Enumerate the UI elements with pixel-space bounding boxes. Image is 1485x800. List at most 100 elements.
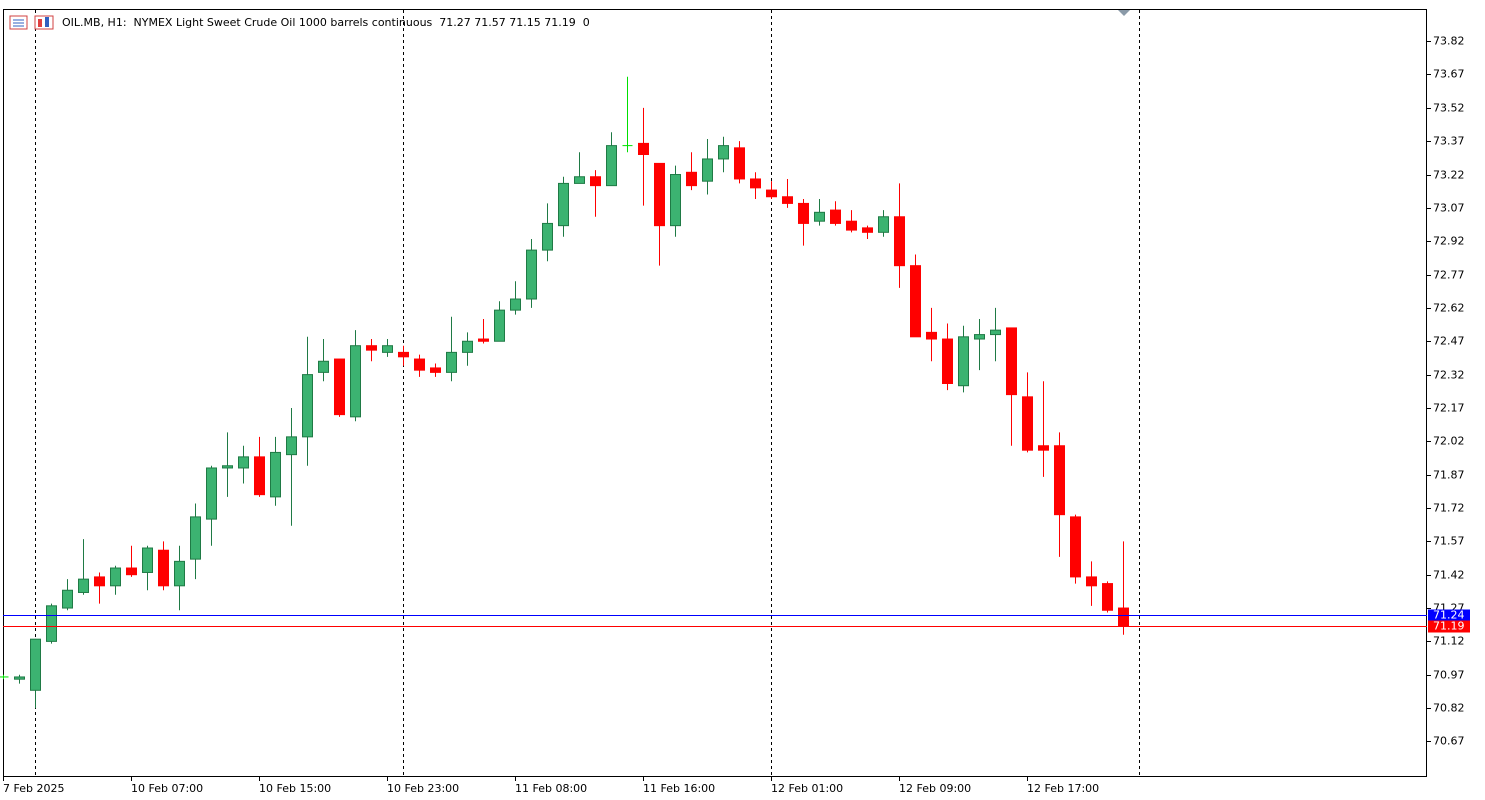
candle-body xyxy=(158,549,169,587)
candle-body xyxy=(734,147,745,180)
icon[interactable] xyxy=(34,15,54,30)
y-tick-label: 72.17 xyxy=(1433,402,1465,415)
candle-body xyxy=(526,249,537,300)
candle-body xyxy=(286,436,297,456)
y-tick-label: 72.47 xyxy=(1433,335,1465,348)
ask-label: 71.24 xyxy=(1433,609,1465,622)
x-tick-label: 12 Feb 17:00 xyxy=(1027,782,1099,795)
y-tick-label: 70.82 xyxy=(1433,702,1465,715)
shift-marker[interactable] xyxy=(1118,10,1130,16)
candle-body xyxy=(62,589,73,609)
candle-body xyxy=(590,176,601,187)
candle-body xyxy=(366,345,377,351)
candle-body xyxy=(174,560,185,587)
candle-body xyxy=(478,338,489,342)
candle-body xyxy=(462,340,473,353)
candle-body xyxy=(958,336,969,387)
candle-body xyxy=(398,351,409,358)
candle-body xyxy=(1118,607,1129,627)
candle-body xyxy=(718,145,729,160)
axes: 70.6770.8270.9771.1271.2771.4271.5771.72… xyxy=(3,35,1470,795)
candle-body xyxy=(926,331,937,340)
candle-body xyxy=(206,467,217,520)
x-tick-label: 11 Feb 16:00 xyxy=(643,782,715,795)
candle-body xyxy=(430,367,441,373)
candle-body xyxy=(782,196,793,204)
candle-body xyxy=(1022,396,1033,451)
candles xyxy=(0,76,1129,709)
candle-body xyxy=(78,578,89,593)
candle-body xyxy=(126,567,137,576)
candle-body xyxy=(910,265,921,338)
candle-body xyxy=(110,567,121,587)
y-tick-label: 73.07 xyxy=(1433,202,1465,215)
y-tick-label: 71.42 xyxy=(1433,569,1465,582)
candle-body xyxy=(798,202,809,224)
candle-body xyxy=(1102,583,1113,611)
candle-body xyxy=(318,360,329,373)
x-tick-label: 10 Feb 23:00 xyxy=(387,782,459,795)
candle-body xyxy=(270,451,281,498)
candle-body xyxy=(334,358,345,416)
x-tick-label: 11 Feb 08:00 xyxy=(515,782,587,795)
x-tick-label: 7 Feb 2025 xyxy=(3,782,64,795)
candle-body xyxy=(1038,445,1049,451)
y-tick-label: 72.32 xyxy=(1433,369,1465,382)
candle-body xyxy=(750,178,761,189)
candle-body xyxy=(302,374,313,438)
chart-title: OIL.MB, H1: NYMEX Light Sweet Crude Oil … xyxy=(62,16,590,29)
candle-body xyxy=(46,605,57,642)
candle-body xyxy=(94,576,105,587)
y-tick-label: 70.97 xyxy=(1433,669,1465,682)
x-tick-label: 12 Feb 01:00 xyxy=(771,782,843,795)
icon-bar xyxy=(38,19,42,27)
x-tick-label: 12 Feb 09:00 xyxy=(899,782,971,795)
y-tick-label: 73.82 xyxy=(1433,35,1465,48)
plot-frame xyxy=(3,9,1427,777)
candle-body xyxy=(1086,576,1097,587)
candle-body xyxy=(542,222,553,251)
candle-body xyxy=(1070,516,1081,578)
candle-body xyxy=(350,345,361,418)
y-tick-label: 73.67 xyxy=(1433,68,1465,81)
candle-body xyxy=(606,145,617,187)
candle-body xyxy=(654,162,665,227)
y-tick-label: 71.87 xyxy=(1433,469,1465,482)
candle-body xyxy=(1054,445,1065,516)
candle-body xyxy=(1006,327,1017,396)
bid-label-box xyxy=(1428,620,1470,633)
candle-body xyxy=(382,345,393,353)
bid-label: 71.19 xyxy=(1433,620,1465,633)
y-tick-label: 70.67 xyxy=(1433,735,1465,748)
candle-body xyxy=(894,216,905,267)
candle-body xyxy=(414,358,425,371)
x-tick-label: 10 Feb 07:00 xyxy=(131,782,203,795)
candle-body xyxy=(702,158,713,182)
candle-body xyxy=(222,465,233,469)
y-tick-label: 73.22 xyxy=(1433,169,1465,182)
candle-body xyxy=(142,547,153,573)
ask-label-box xyxy=(1428,609,1470,622)
y-tick-label: 71.57 xyxy=(1433,535,1465,548)
candle-body xyxy=(942,338,953,384)
candle-body xyxy=(766,189,777,198)
icon-bar xyxy=(45,17,49,27)
y-tick-label: 73.52 xyxy=(1433,102,1465,115)
candle-body xyxy=(510,298,521,311)
y-tick-label: 72.62 xyxy=(1433,302,1465,315)
candle-body xyxy=(974,334,985,340)
y-tick-label: 72.02 xyxy=(1433,435,1465,448)
candle-body xyxy=(670,174,681,227)
x-tick-label: 10 Feb 15:00 xyxy=(259,782,331,795)
y-tick-label: 73.37 xyxy=(1433,135,1465,148)
candle-body xyxy=(14,676,25,680)
candle-body xyxy=(574,176,585,184)
candle-body xyxy=(990,329,1001,336)
y-tick-label: 71.12 xyxy=(1433,635,1465,648)
y-tick-label: 72.92 xyxy=(1433,235,1465,248)
candle-body xyxy=(190,516,201,560)
candle-body xyxy=(446,351,457,373)
candle-body xyxy=(846,220,857,231)
